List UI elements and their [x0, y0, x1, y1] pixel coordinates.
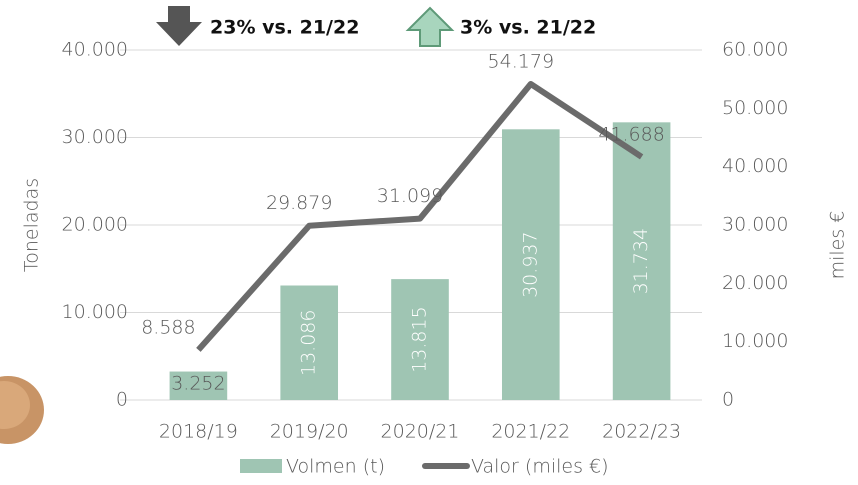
y-tick-label: 20.000 — [62, 214, 128, 236]
x-tick-label: 2020/21 — [381, 421, 460, 443]
x-tick-label: 2019/20 — [270, 421, 349, 443]
y2-tick-label: 40.000 — [722, 155, 788, 177]
line-value-label: 8.588 — [141, 316, 195, 338]
bar-value-label: 30.937 — [519, 231, 541, 297]
line-value-label: 54.179 — [488, 50, 554, 72]
bar — [612, 122, 671, 400]
y2-tick-label: 10.000 — [722, 330, 788, 352]
legend-swatch — [240, 459, 282, 473]
x-tick-label: 2022/23 — [602, 421, 681, 443]
legend-label: Valor (miles €) — [471, 456, 609, 478]
bar-value-label: 3.252 — [171, 373, 225, 395]
bar — [391, 279, 449, 400]
legend-label: Volmen (t) — [286, 456, 385, 478]
y2-tick-label: 30.000 — [722, 214, 788, 236]
y2-tick-label: 20.000 — [722, 272, 788, 294]
y2-tick-label: 60.000 — [722, 39, 788, 61]
almond-highlight — [0, 381, 30, 429]
y2-axis-title: miles € — [827, 211, 849, 280]
y-axis-title: Toneladas — [21, 178, 43, 272]
line-value-label: 41.688 — [598, 123, 664, 145]
y-tick-label: 10.000 — [62, 301, 128, 323]
up-arrow — [405, 6, 455, 47]
y2-tick-label: 50.000 — [722, 97, 788, 119]
bar-value-label: 31.734 — [630, 228, 652, 294]
y-tick-label: 30.000 — [62, 126, 128, 148]
line-value-label: 29.879 — [266, 192, 332, 214]
bar — [501, 129, 560, 400]
y2-tick-label: 0 — [722, 389, 734, 411]
bar-value-label: 13.815 — [409, 306, 431, 372]
annotation: 3% vs. 21/22 — [460, 17, 596, 39]
x-tick-label: 2018/19 — [159, 421, 238, 443]
annotation: 23% vs. 21/22 — [210, 17, 359, 39]
line-value-label: 31.099 — [377, 185, 443, 207]
line — [196, 80, 644, 352]
bar — [169, 371, 228, 400]
bar-value-label: 13.086 — [298, 310, 320, 376]
down-arrow — [156, 6, 202, 46]
y-tick-label: 0 — [116, 389, 128, 411]
y-tick-label: 40.000 — [62, 39, 128, 61]
x-tick-label: 2021/22 — [491, 421, 570, 443]
bar — [280, 285, 339, 400]
